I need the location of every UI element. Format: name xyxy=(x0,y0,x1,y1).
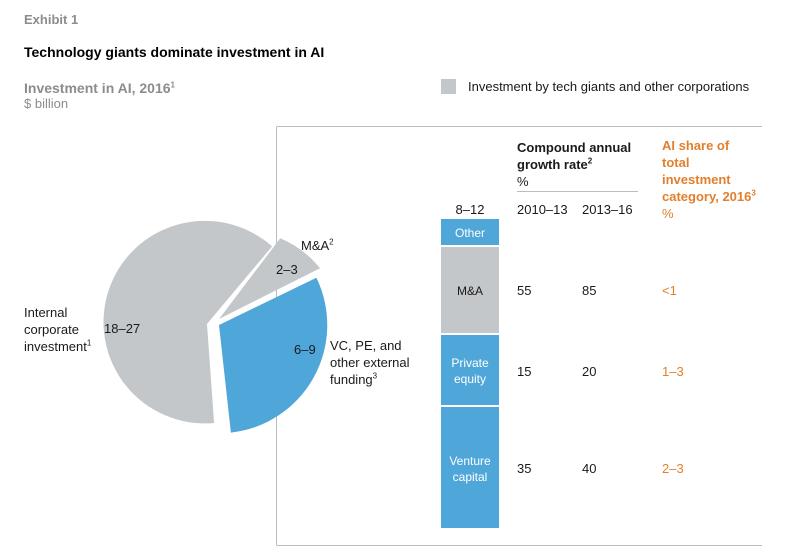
pie-label-ma-note: 2 xyxy=(329,237,334,247)
cell-ma-share: <1 xyxy=(662,283,677,298)
cell-ma-cagr2: 85 xyxy=(582,283,597,298)
pie-label-internal-note: 1 xyxy=(86,338,92,348)
bar-label-venture-capital-line1: Venture xyxy=(449,454,491,468)
period2-header: 2013–16 xyxy=(582,202,633,217)
exhibit-label: Exhibit 1 xyxy=(24,12,79,27)
bar-label-venture-capital-line2: capital xyxy=(452,470,488,484)
pie-label-vc-note: 3 xyxy=(372,371,378,381)
chart-title: Technology giants dominate investment in… xyxy=(24,44,325,60)
legend-label: Investment by tech giants and other corp… xyxy=(468,79,750,94)
chart-subtitle: Investment in AI, 20161 xyxy=(24,80,175,96)
share-header: AI share of total investment category, 2… xyxy=(662,137,756,222)
chart-subtitle-note: 1 xyxy=(170,80,175,90)
cell-ma-cagr1: 55 xyxy=(517,283,532,298)
bar-segment-other xyxy=(441,219,499,245)
share-unit: % xyxy=(662,206,674,221)
pie-slice-internal xyxy=(103,220,273,424)
bar-label-venture-capital: Venture capital xyxy=(441,453,499,485)
bar-label-private-equity-line1: Private xyxy=(451,356,489,370)
cell-pe-cagr2: 20 xyxy=(582,364,597,379)
pie-label-internal-line3-wrap: investment1 xyxy=(24,338,91,355)
cell-pe-cagr1: 15 xyxy=(517,364,532,379)
share-header-line4-wrap: category, 20163 xyxy=(662,188,756,205)
legend: Investment by tech giants and other corp… xyxy=(441,79,749,94)
bar-total-label: 8–12 xyxy=(455,202,485,217)
cell-vc-cagr2: 40 xyxy=(582,461,597,476)
cagr-header: Compound annual growth rate2 % xyxy=(517,139,631,190)
pie-slice-vc xyxy=(219,277,328,433)
share-header-note: 3 xyxy=(751,188,756,198)
cagr-unit: % xyxy=(517,174,529,189)
pie-label-ma: M&A2 xyxy=(301,237,334,254)
bar-segment-ma xyxy=(441,247,499,333)
pie-value-ma: 2–3 xyxy=(276,262,298,277)
share-header-line4: category, 2016 xyxy=(662,189,752,204)
pie-label-internal: Internal corporate investment1 xyxy=(24,304,91,355)
cagr-header-note: 2 xyxy=(587,156,593,166)
bar-label-other: Other xyxy=(454,226,485,240)
share-header-line1: AI share of xyxy=(662,138,730,153)
cagr-header-line1: Compound annual xyxy=(517,140,632,155)
cell-vc-cagr1: 35 xyxy=(517,461,532,476)
pie-slice-ma xyxy=(219,238,320,319)
pie-label-vc: VC, PE, and other external funding3 xyxy=(330,337,410,388)
share-header-line2: total xyxy=(662,155,690,170)
cagr-header-line2-wrap: growth rate2 xyxy=(517,156,631,173)
chart-subtitle-text: Investment in AI, 2016 xyxy=(24,80,171,96)
cell-vc-share: 2–3 xyxy=(662,461,684,476)
pie-label-internal-line2: corporate xyxy=(24,322,79,337)
pie-label-vc-line1: VC, PE, and xyxy=(330,338,402,353)
pie-label-internal-line3: investment xyxy=(24,339,87,354)
share-header-line3: investment xyxy=(662,172,731,187)
bar-label-ma: M&A xyxy=(456,284,483,298)
bar-segment-venture-capital xyxy=(441,407,499,528)
pie-value-internal: 18–27 xyxy=(104,321,141,336)
chart-unit: $ billion xyxy=(24,96,69,111)
cell-pe-share: 1–3 xyxy=(662,364,684,379)
pie-label-ma-text: M&A xyxy=(301,238,330,253)
bar-segment-private-equity xyxy=(441,335,499,405)
period1-header: 2010–13 xyxy=(517,202,568,217)
pie-label-vc-line3: funding xyxy=(330,372,373,387)
legend-swatch xyxy=(441,79,456,94)
cagr-header-line2: growth rate xyxy=(517,157,588,172)
pie-label-vc-line2: other external xyxy=(330,355,410,370)
pie-label-internal-line1: Internal xyxy=(24,305,68,320)
bar-label-private-equity-line2: equity xyxy=(453,372,487,386)
bar-label-private-equity: Private equity xyxy=(441,355,499,387)
pie-label-vc-line3-wrap: funding3 xyxy=(330,371,410,388)
pie-value-vc: 6–9 xyxy=(294,342,316,357)
